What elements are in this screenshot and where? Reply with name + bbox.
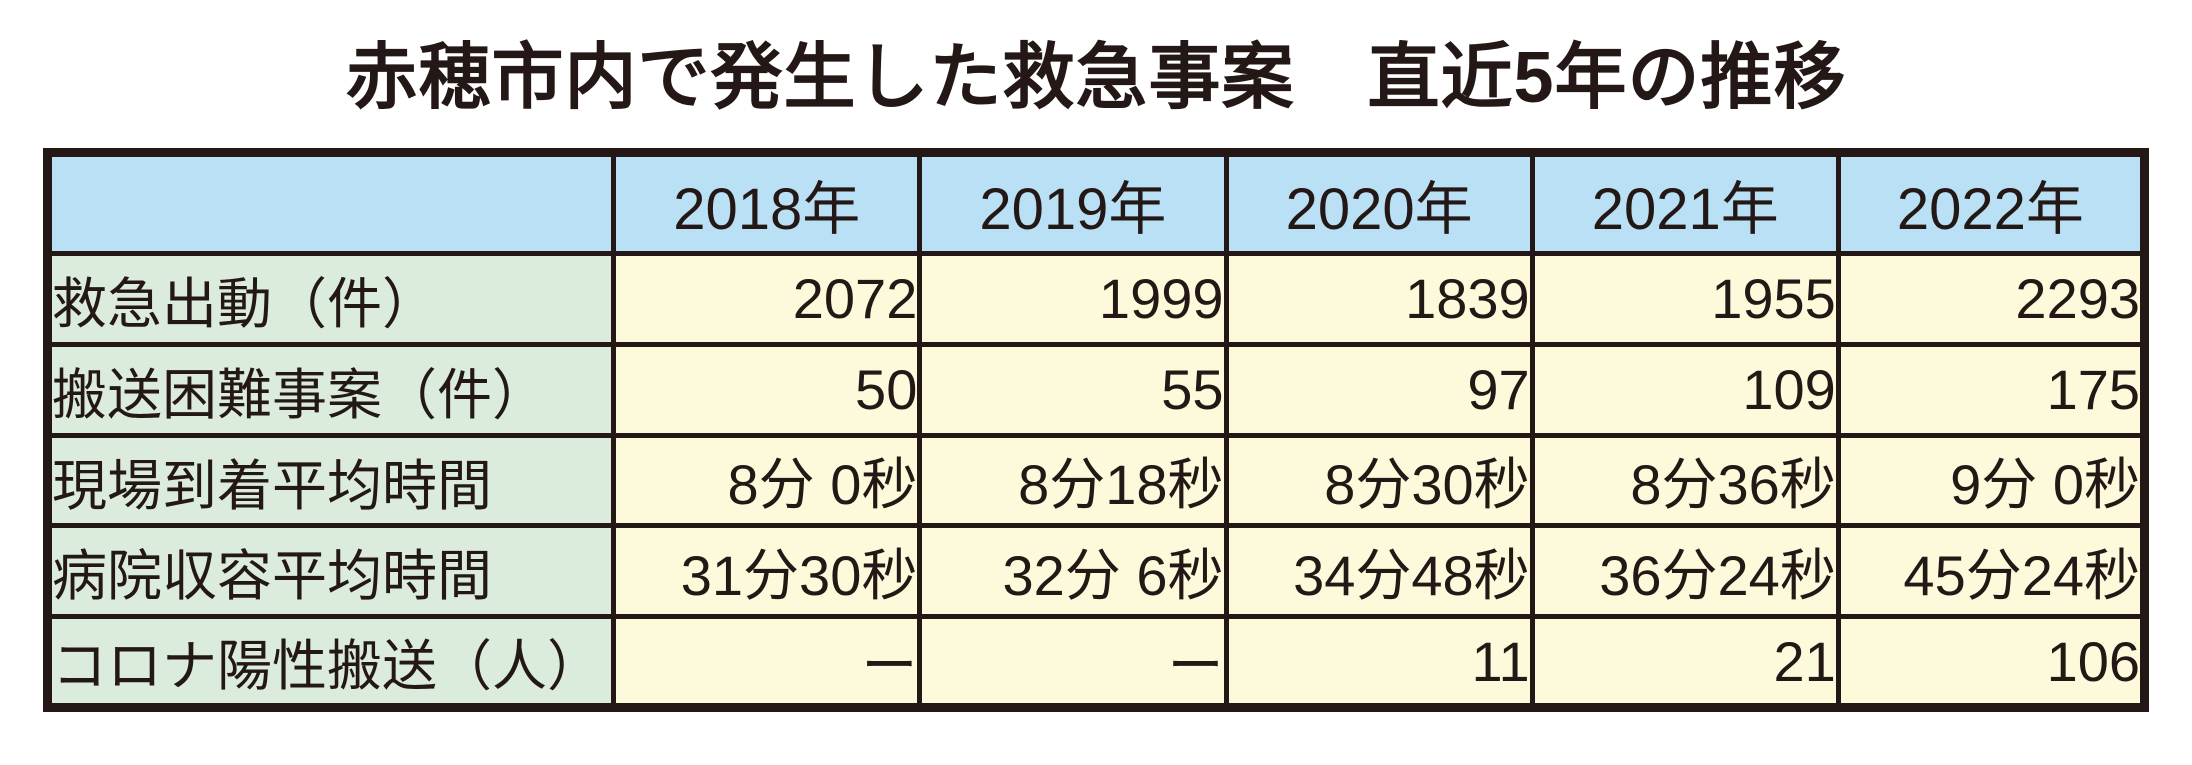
data-cell: 2293 [1835, 251, 2148, 347]
data-cell: 175 [1835, 341, 2148, 438]
data-cell: 2072 [611, 251, 923, 347]
data-cell: 50 [611, 341, 923, 438]
data-cell: 34分48秒 [1223, 523, 1535, 620]
data-cell: 97 [1223, 341, 1535, 438]
data-cell: 8分 0秒 [611, 432, 923, 529]
row-label: 救急出動（件） [44, 251, 617, 347]
corner-cell [44, 149, 617, 257]
row-label: 病院収容平均時間 [44, 523, 617, 620]
data-cell: 45分24秒 [1835, 523, 2148, 620]
year-header-2019: 2019年 [917, 149, 1229, 257]
row-label: コロナ陽性搬送（人） [44, 614, 617, 710]
data-cell: 21 [1529, 614, 1841, 710]
data-cell: 109 [1529, 341, 1841, 438]
data-cell: 32分 6秒 [917, 523, 1229, 620]
year-header-2022: 2022年 [1835, 149, 2148, 257]
table-row-dispatches: 救急出動（件） 2072 1999 1839 1955 2293 [44, 251, 2148, 347]
table-row-covid-positive-transports: コロナ陽性搬送（人） ー ー 11 21 106 [44, 614, 2148, 710]
data-cell: 8分18秒 [917, 432, 1229, 529]
data-cell: 8分36秒 [1529, 432, 1841, 529]
data-cell: 9分 0秒 [1835, 432, 2148, 529]
data-cell: 31分30秒 [611, 523, 923, 620]
data-cell: 55 [917, 341, 1229, 438]
data-cell: ー [611, 614, 923, 710]
data-cell: ー [917, 614, 1229, 710]
emergency-cases-table: 2018年 2019年 2020年 2021年 2022年 救急出動（件） 20… [43, 148, 2149, 712]
data-cell: 1955 [1529, 251, 1841, 347]
page-title: 赤穂市内で発生した救急事案 直近5年の推移 [345, 38, 1847, 118]
row-label: 現場到着平均時間 [44, 432, 617, 529]
data-cell: 8分30秒 [1223, 432, 1535, 529]
data-cell: 1999 [917, 251, 1229, 347]
row-label: 搬送困難事案（件） [44, 341, 617, 438]
data-cell: 36分24秒 [1529, 523, 1841, 620]
table-row-hospital-admission-time: 病院収容平均時間 31分30秒 32分 6秒 34分48秒 36分24秒 45分… [44, 523, 2148, 620]
table-row-difficult-transports: 搬送困難事案（件） 50 55 97 109 175 [44, 341, 2148, 438]
year-header-2018: 2018年 [611, 149, 923, 257]
data-cell: 106 [1835, 614, 2148, 710]
data-cell: 1839 [1223, 251, 1535, 347]
year-header-2021: 2021年 [1529, 149, 1841, 257]
data-cell: 11 [1223, 614, 1535, 710]
table-row-arrival-time: 現場到着平均時間 8分 0秒 8分18秒 8分30秒 8分36秒 9分 0秒 [44, 432, 2148, 529]
year-header-2020: 2020年 [1223, 149, 1535, 257]
table-header-row: 2018年 2019年 2020年 2021年 2022年 [44, 149, 2148, 257]
